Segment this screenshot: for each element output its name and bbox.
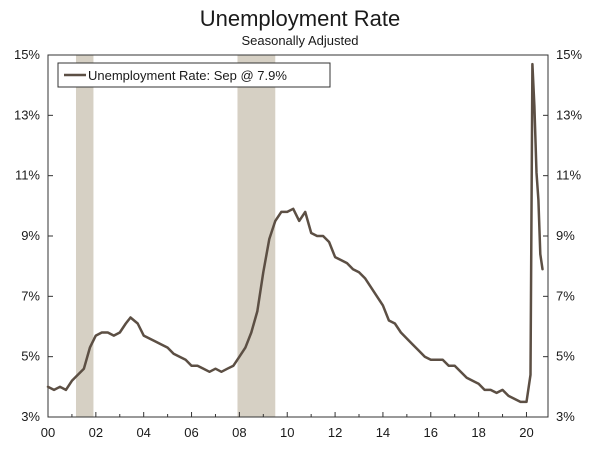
y-tick-label-left: 13% <box>14 107 40 122</box>
x-tick-label: 14 <box>376 425 390 440</box>
x-tick-label: 08 <box>232 425 246 440</box>
legend-label: Unemployment Rate: Sep @ 7.9% <box>88 68 287 83</box>
y-tick-label-right: 15% <box>556 47 582 62</box>
series-line <box>46 62 544 404</box>
y-tick-label-left: 7% <box>21 288 40 303</box>
y-tick-label-left: 15% <box>14 47 40 62</box>
x-tick-label: 18 <box>471 425 485 440</box>
x-tick-label: 10 <box>280 425 294 440</box>
y-tick-label-right: 5% <box>556 349 575 364</box>
x-tick-label: 02 <box>89 425 103 440</box>
y-tick-label-right: 7% <box>556 288 575 303</box>
legend-box <box>57 62 331 88</box>
chart-title: Unemployment Rate <box>199 6 401 31</box>
x-tick-label: 12 <box>328 425 342 440</box>
x-tick-label: 00 <box>41 425 55 440</box>
y-tick-label-right: 13% <box>556 107 582 122</box>
y-tick-label-left: 9% <box>21 228 40 243</box>
y-tick-label-right: 3% <box>556 409 575 424</box>
recession-band <box>237 55 276 417</box>
x-tick-label: 06 <box>184 425 198 440</box>
chart-subtitle: Seasonally Adjusted <box>241 33 359 48</box>
x-tick-label: 20 <box>519 425 533 440</box>
plot-frame <box>47 54 549 418</box>
y-tick-label-right: 9% <box>556 228 575 243</box>
y-tick-label-right: 11% <box>556 168 581 183</box>
y-tick-label-left: 3% <box>21 409 40 424</box>
x-tick-label: 04 <box>136 425 150 440</box>
y-tick-label-left: 5% <box>21 349 40 364</box>
x-tick-label: 16 <box>424 425 438 440</box>
y-tick-label-left: 11% <box>15 168 40 183</box>
recession-band <box>75 55 94 417</box>
